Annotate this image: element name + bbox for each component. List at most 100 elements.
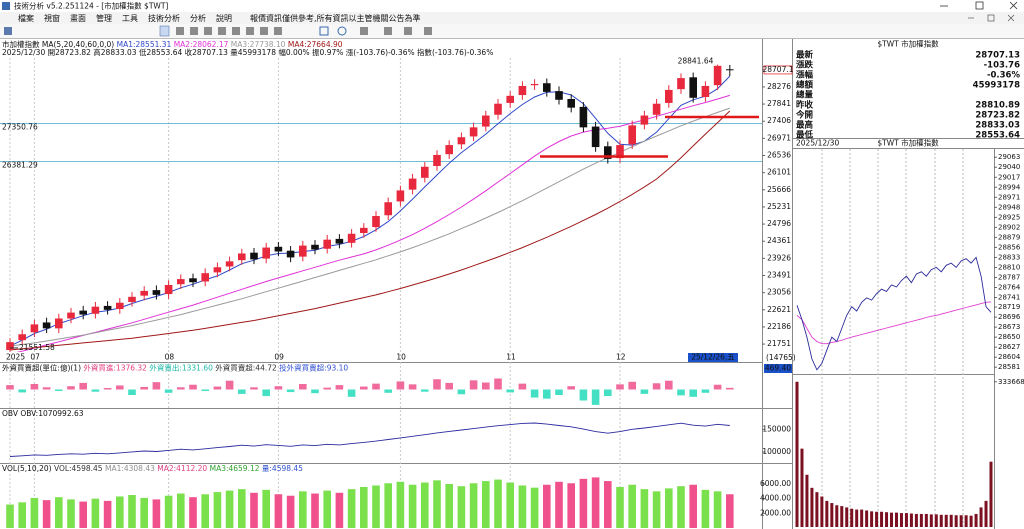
- maximize[interactable]: [975, 1, 984, 10]
- volume-bar: [543, 484, 551, 528]
- bar: [347, 389, 356, 397]
- volume-bar: [870, 511, 874, 527]
- tool-icon[interactable]: [4, 27, 12, 35]
- bar: [79, 382, 87, 390]
- bar: [713, 384, 722, 390]
- menu-item[interactable]: 分析: [190, 13, 206, 23]
- close[interactable]: [1007, 14, 1015, 22]
- toolbar-icons[interactable]: [4, 25, 432, 37]
- candle-body: [482, 115, 490, 127]
- menu-item[interactable]: 工具: [122, 14, 138, 23]
- y-tick-label: 28971: [998, 193, 1020, 201]
- volume-bar: [372, 485, 380, 528]
- bar: [30, 384, 39, 390]
- candle-body: [701, 85, 710, 98]
- candle-body: [665, 89, 673, 103]
- volume-bar: [815, 492, 819, 527]
- menu-item[interactable]: 管理: [96, 13, 112, 23]
- menu-item[interactable]: 檔案: [18, 13, 34, 23]
- tool-icon[interactable]: [384, 27, 392, 35]
- close[interactable]: [1009, 1, 1018, 10]
- menu-item[interactable]: 說明: [216, 13, 232, 23]
- readout: 469.40: [765, 364, 791, 373]
- candle-body: [286, 250, 295, 258]
- quote-value: 28553.64: [975, 131, 1020, 141]
- candle-body: [347, 233, 356, 243]
- volume-bar: [726, 494, 734, 528]
- quote-label: 最低: [796, 130, 814, 141]
- tool-icon[interactable]: [274, 27, 282, 35]
- charts: 市加權指數 MA(5,20,40,60,0,0) MA1:28551.31 MA…: [0, 39, 1024, 529]
- panel-title: VOL(5,10,20): [2, 464, 52, 473]
- mdi-controls[interactable]: [968, 14, 1015, 22]
- candle-body: [116, 302, 124, 310]
- tool-icon[interactable]: [246, 27, 254, 35]
- volume-bar: [944, 514, 948, 527]
- reference-label: 26381.29: [2, 161, 38, 170]
- bar: [384, 389, 392, 393]
- candle-body: [652, 103, 661, 115]
- candle-body: [30, 324, 39, 333]
- volume-bar: [924, 513, 928, 527]
- volume-bar: [360, 486, 368, 528]
- tool-icon[interactable]: [360, 27, 368, 35]
- y-tick-label: 28833: [998, 253, 1020, 261]
- volume-bar: [42, 500, 51, 528]
- y-tick-label: 23926: [767, 253, 791, 262]
- volume-bar: [909, 513, 913, 527]
- tool-icon[interactable]: [424, 27, 432, 35]
- volume-bar: [286, 495, 295, 528]
- cursor-date: 25/12/26,五: [691, 353, 735, 362]
- menu-item[interactable]: 畫面: [70, 13, 86, 23]
- volume-bar: [140, 497, 148, 528]
- volume-bar: [835, 505, 839, 527]
- quote-value: -103.76: [984, 61, 1020, 71]
- tool-icon[interactable]: [159, 25, 170, 37]
- y-tick-label: 28673: [998, 323, 1020, 331]
- volume-bar: [591, 477, 600, 528]
- bar: [177, 387, 185, 390]
- bar: [250, 387, 258, 390]
- volume-bar: [518, 485, 527, 528]
- volume-bar: [482, 481, 490, 528]
- tool-icon[interactable]: [176, 27, 184, 35]
- tool-icon[interactable]: [190, 27, 198, 35]
- y-tick-label: 2000.00: [760, 508, 791, 517]
- bar: [91, 389, 100, 392]
- tool-icon[interactable]: [204, 27, 212, 35]
- bar: [469, 380, 478, 390]
- volume-bar: [665, 488, 673, 528]
- y-tick-label: 23056: [767, 288, 791, 297]
- volume-bar: [335, 492, 344, 528]
- bar: [323, 387, 331, 390]
- volume-bar: [974, 513, 978, 527]
- volume-bar: [116, 496, 124, 528]
- volume-bar: [384, 483, 392, 528]
- restore[interactable]: [987, 14, 995, 22]
- ma-line: [9, 107, 730, 347]
- volume-bar: [177, 493, 185, 528]
- volume-bar: [840, 506, 844, 527]
- tool-icon[interactable]: [232, 27, 240, 35]
- tool-icon[interactable]: [337, 26, 347, 36]
- volume-bar: [640, 489, 649, 528]
- volume-bar: [894, 512, 898, 527]
- y-tick-label: 28276: [767, 82, 791, 91]
- window-controls[interactable]: [940, 1, 1018, 10]
- x-tick-label: 09: [274, 353, 284, 362]
- tool-icon[interactable]: [218, 27, 226, 35]
- y-tick-label: 25231: [767, 202, 791, 211]
- volume-bar: [152, 499, 161, 528]
- last-price-label: 28707.1: [762, 65, 793, 74]
- tool-icon[interactable]: [260, 27, 268, 35]
- panel-title: 外資買賣超(單位:億)(1): [2, 363, 81, 373]
- tool-icon[interactable]: [404, 27, 412, 35]
- candle-body: [103, 305, 112, 310]
- volume-bar: [555, 481, 563, 528]
- candle-body: [469, 127, 478, 137]
- menu-item[interactable]: 視窗: [44, 13, 60, 23]
- tool-icon[interactable]: [319, 26, 329, 36]
- menu-item[interactable]: 技術分析: [148, 13, 180, 23]
